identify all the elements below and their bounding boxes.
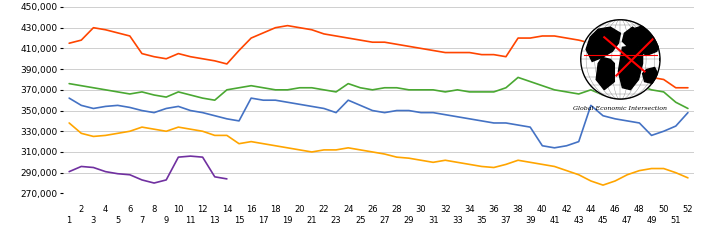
Text: 26: 26 [367,205,378,213]
Polygon shape [622,27,641,47]
Text: 33: 33 [452,216,463,225]
Text: 15: 15 [233,216,244,225]
Text: 35: 35 [477,216,487,225]
Text: 9: 9 [163,216,169,225]
Text: 21: 21 [306,216,317,225]
Text: 19: 19 [283,216,293,225]
Text: 46: 46 [610,205,620,213]
Text: 4: 4 [103,205,108,213]
Polygon shape [643,68,659,84]
Text: 31: 31 [428,216,438,225]
Text: 11: 11 [185,216,196,225]
Text: 8: 8 [151,205,157,213]
Polygon shape [632,25,661,55]
Text: 34: 34 [464,205,475,213]
Text: 47: 47 [622,216,632,225]
Text: 48: 48 [634,205,645,213]
Text: 17: 17 [258,216,268,225]
Text: 40: 40 [537,205,547,213]
Text: 7: 7 [139,216,144,225]
Text: 30: 30 [416,205,426,213]
Text: 13: 13 [210,216,220,225]
Text: 50: 50 [658,205,669,213]
Text: 12: 12 [198,205,208,213]
Text: 45: 45 [598,216,608,225]
Text: 25: 25 [355,216,366,225]
Text: 38: 38 [512,205,524,213]
Text: 44: 44 [585,205,596,213]
Text: 27: 27 [379,216,390,225]
Text: Global Economic Intersection: Global Economic Intersection [573,106,667,111]
Polygon shape [580,19,661,100]
Text: 6: 6 [127,205,132,213]
Text: 5: 5 [115,216,121,225]
Polygon shape [596,57,614,90]
Text: 32: 32 [440,205,451,213]
Text: 18: 18 [270,205,280,213]
Text: 2: 2 [79,205,84,213]
Text: 52: 52 [683,205,693,213]
Text: 37: 37 [501,216,511,225]
Text: 49: 49 [646,216,657,225]
Text: 41: 41 [549,216,559,225]
Text: 39: 39 [525,216,536,225]
Text: 16: 16 [246,205,257,213]
Text: 23: 23 [331,216,341,225]
Text: 29: 29 [404,216,414,225]
Text: 36: 36 [489,205,499,213]
Text: 24: 24 [343,205,353,213]
Text: 10: 10 [173,205,184,213]
Text: 42: 42 [562,205,572,213]
Polygon shape [618,45,643,90]
Text: 43: 43 [573,216,584,225]
Text: 3: 3 [90,216,96,225]
Text: 1: 1 [67,216,72,225]
Polygon shape [586,27,620,62]
Text: 28: 28 [391,205,402,213]
Text: 20: 20 [294,205,305,213]
Text: 14: 14 [222,205,232,213]
Text: 22: 22 [319,205,329,213]
Text: 51: 51 [671,216,681,225]
